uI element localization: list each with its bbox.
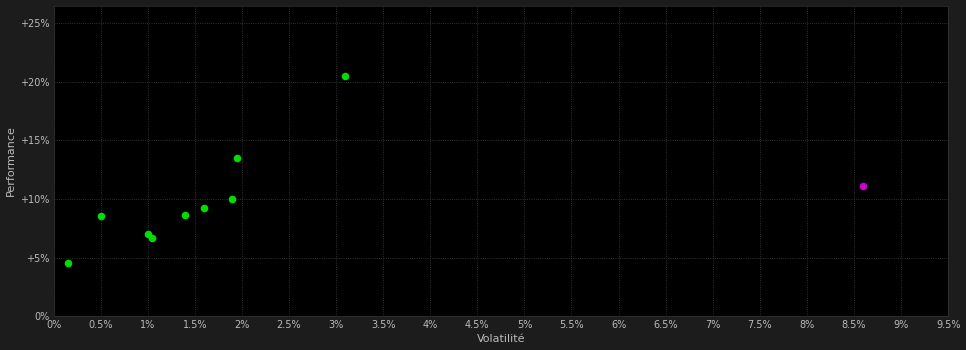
Point — [140, 231, 156, 237]
Y-axis label: Performance: Performance — [6, 125, 15, 196]
Point — [93, 214, 108, 219]
Point — [60, 261, 75, 266]
X-axis label: Volatilité: Volatilité — [476, 335, 526, 344]
Point — [338, 73, 354, 79]
Point — [178, 212, 193, 218]
Point — [145, 235, 160, 240]
Point — [225, 196, 241, 202]
Point — [230, 155, 245, 161]
Point — [856, 183, 871, 189]
Point — [196, 205, 212, 211]
